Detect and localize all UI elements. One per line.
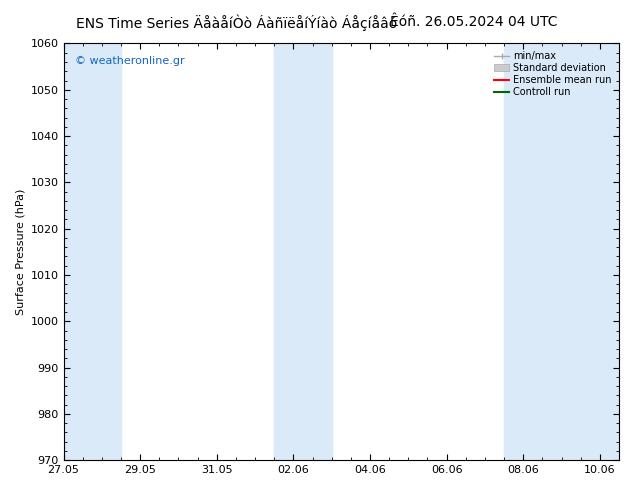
Text: ENS Time Series ÄåàåíÒò ÁàñïëåíÝíàò Áåçíåâó: ENS Time Series ÄåàåíÒò ÁàñïëåíÝíàò Áåçí… [76, 15, 398, 31]
Y-axis label: Surface Pressure (hPa): Surface Pressure (hPa) [15, 189, 25, 315]
Bar [504, 44, 542, 460]
Text: Êóñ. 26.05.2024 04 UTC: Êóñ. 26.05.2024 04 UTC [391, 15, 558, 29]
Text: © weatheronline.gr: © weatheronline.gr [75, 56, 184, 66]
Bar [63, 44, 121, 460]
Bar [275, 44, 332, 460]
Legend: min/max, Standard deviation, Ensemble mean run, Controll run: min/max, Standard deviation, Ensemble me… [491, 49, 614, 100]
Bar [542, 44, 619, 460]
